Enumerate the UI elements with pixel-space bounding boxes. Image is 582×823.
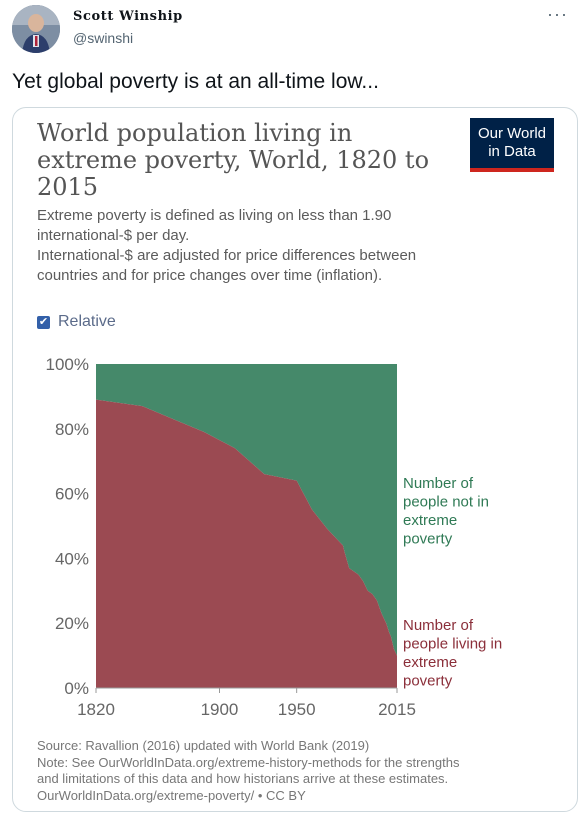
logo-line: in Data	[488, 143, 536, 160]
y-tick-label: 80%	[55, 420, 89, 439]
chart-title: World population living in extreme pover…	[37, 120, 437, 201]
chart-title-line: World population living in	[37, 119, 353, 147]
series-label-line: poverty	[403, 531, 453, 548]
footer-link[interactable]: OurWorldInData.org/extreme-poverty/ • CC…	[37, 787, 306, 803]
chart-subtitle: Extreme poverty is defined as living on …	[37, 206, 537, 286]
footer-note: Note: See OurWorldInData.org/extreme-his…	[37, 754, 460, 770]
relative-label: Relative	[58, 313, 116, 330]
subtitle-line: countries and for price changes over tim…	[37, 267, 383, 284]
y-axis: 0% 20% 40% 60% 80% 100%	[46, 355, 89, 698]
y-tick-label: 20%	[55, 614, 89, 633]
series-label-line: poverty	[403, 673, 453, 690]
author-name[interactable]: Scott Winship	[73, 9, 183, 24]
y-tick-label: 60%	[55, 485, 89, 504]
series-label-not-in-poverty: Number of people not in extreme poverty	[403, 475, 489, 548]
more-options-icon[interactable]: ···	[547, 4, 568, 24]
x-axis: 1820 1900 1950 2015	[77, 687, 416, 719]
footer-source: Source: Ravallion (2016) updated with Wo…	[37, 738, 370, 753]
chart-card[interactable]: World population living in extreme pover…	[12, 107, 578, 812]
owid-logo[interactable]: Our World in Data	[470, 118, 554, 172]
chart-title-line: 2015	[37, 173, 99, 201]
chart-title-line: extreme poverty, World, 1820 to	[37, 146, 430, 174]
y-tick-label: 100%	[46, 355, 89, 374]
x-tick-label: 1900	[201, 700, 239, 719]
x-tick-label: 1820	[77, 700, 115, 719]
chart-areas	[96, 364, 397, 688]
subtitle-line: international-$ per day.	[37, 227, 190, 244]
relative-toggle[interactable]: ✔ Relative	[37, 313, 116, 331]
subtitle-line: International-$ are adjusted for price d…	[37, 247, 417, 264]
logo-line: Our World	[477, 125, 547, 142]
subtitle-line: Extreme poverty is defined as living on …	[37, 207, 392, 224]
y-tick-label: 0%	[64, 679, 89, 698]
chart-plot: 0% 20% 40% 60% 80% 100% 1820 1900 1950 2015 Numb…	[46, 355, 503, 719]
series-label-line: extreme	[403, 654, 457, 671]
chart-footer: Source: Ravallion (2016) updated with Wo…	[37, 738, 557, 804]
series-label-line: people living in	[403, 636, 502, 653]
series-labels: Number of people not in extreme povertyNumb…	[403, 475, 502, 690]
x-tick-label: 2015	[378, 700, 416, 719]
y-tick-label: 40%	[55, 549, 89, 568]
footer-note-cont: and limitations of this data and how his…	[37, 771, 449, 786]
series-label-line: extreme	[403, 512, 457, 529]
relative-checkbox[interactable]: ✔	[37, 315, 50, 329]
series-label-line: Number of	[403, 617, 474, 634]
area-not-in-poverty[interactable]	[96, 364, 397, 656]
avatar-image	[12, 5, 60, 53]
avatar[interactable]	[12, 5, 60, 53]
series-label-line: people not in	[403, 494, 489, 511]
series-label-line: Number of	[403, 475, 474, 492]
tweet-text: Yet global poverty is at an all-time low…	[12, 70, 379, 93]
area-extreme-poverty[interactable]	[96, 399, 397, 688]
series-label-extreme-poverty: Number of people living in extreme poverty	[403, 617, 502, 690]
author-handle[interactable]: @swinshi	[73, 30, 134, 46]
x-tick-label: 1950	[278, 700, 316, 719]
